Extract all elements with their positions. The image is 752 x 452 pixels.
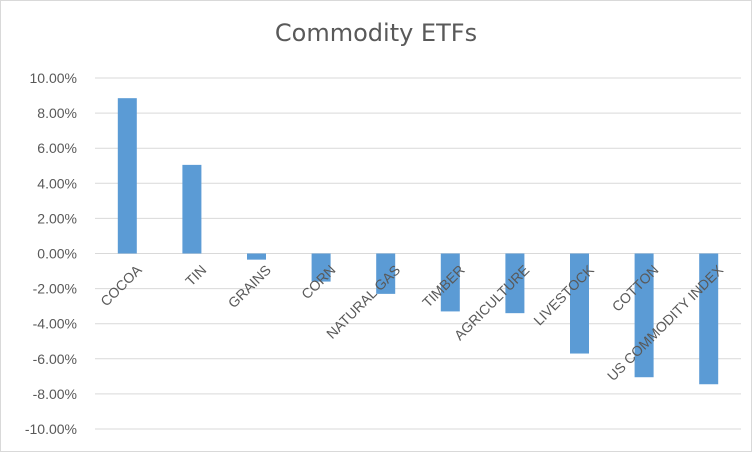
bar-grains (247, 253, 266, 260)
bar-cotton (634, 253, 654, 378)
bar-cocoa (117, 98, 137, 254)
y-tick-label: -2.00% (33, 281, 77, 297)
y-tick-label: 0.00% (37, 246, 77, 262)
category-label: GRAINS (225, 262, 274, 311)
y-tick-label: -8.00% (33, 386, 77, 402)
bar-agriculture (505, 253, 525, 314)
y-tick-label: 2.00% (37, 210, 77, 226)
bar-tin (182, 164, 202, 254)
bar-corn (311, 253, 331, 282)
y-tick-label: -10.00% (25, 421, 77, 437)
bar-livestock (570, 253, 589, 354)
bar-us-commodity-index (699, 253, 719, 385)
bar-natural-gas (376, 253, 396, 294)
category-label: COCOA (97, 261, 145, 309)
y-tick-label: 8.00% (37, 105, 77, 121)
y-tick-label: -6.00% (33, 351, 77, 367)
bars (117, 98, 719, 385)
bar-timber (440, 253, 460, 312)
y-tick-label: 4.00% (37, 175, 77, 191)
y-tick-label: 6.00% (37, 140, 77, 156)
gridlines (95, 77, 741, 430)
category-label: TIN (182, 262, 209, 289)
chart-title: Commodity ETFs (274, 19, 478, 47)
y-tick-label: 10.00% (30, 70, 77, 86)
y-tick-label: -4.00% (33, 316, 77, 332)
y-axis-ticks: 10.00% 8.00% 6.00% 4.00% 2.00% 0.00% -2.00% -4.… (25, 70, 77, 437)
